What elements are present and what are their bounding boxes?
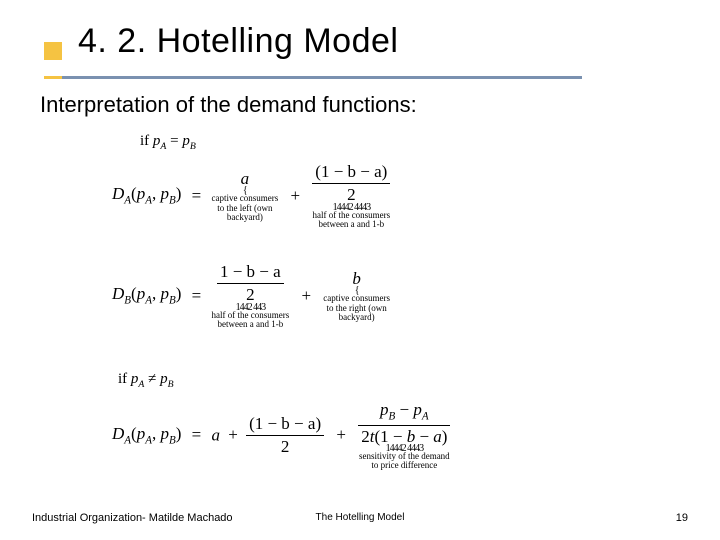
eq-db-lhs: DB(pA, pB): [112, 284, 181, 308]
title-underline: [44, 76, 582, 79]
eq-da2-frac1: (1 − b − a) 2: [246, 414, 324, 458]
eq-da: DA(pA, pB) = a { captive consumers to th…: [112, 162, 390, 230]
slide-subtitle: Interpretation of the demand functions:: [40, 92, 417, 118]
footer: Industrial Organization- Matilde Machado…: [32, 512, 688, 524]
footer-right: 19: [676, 512, 688, 524]
underline-seg-accent: [44, 76, 62, 79]
eq-db-term-frac: 1 − b − a 2 1442 443 half of the consume…: [211, 262, 289, 330]
underline-seg-main: [62, 76, 582, 79]
eq-if-neq: if pA ≠ pB: [118, 370, 174, 391]
footer-left: Industrial Organization- Matilde Machado: [32, 512, 233, 524]
eq-if-equal: if pA = pB: [140, 132, 196, 153]
eq-da-term-a: a { captive consumers to the left (own b…: [211, 169, 278, 223]
slide: 4. 2. Hotelling Model Interpretation of …: [0, 0, 720, 540]
eq-da2: DA(pA, pB) = a + (1 − b − a) 2 + pB − pA…: [112, 400, 450, 471]
eq-da2-frac2: pB − pA 2t(1 − b − a) 14442 4443 sensiti…: [358, 400, 450, 471]
eq-da2-lhs: DA(pA, pB): [112, 424, 181, 448]
slide-title: 4. 2. Hotelling Model: [78, 22, 398, 61]
accent-square: [44, 42, 62, 60]
eq-da-lhs: DA(pA, pB): [112, 184, 181, 208]
eq-da-term-frac: (1 − b − a) 2 14442 4443 half of the con…: [312, 162, 390, 230]
eq-db: DB(pA, pB) = 1 − b − a 2 1442 443 half o…: [112, 262, 390, 330]
eq-db-term-b: b { captive consumers to the right (own …: [323, 269, 390, 323]
